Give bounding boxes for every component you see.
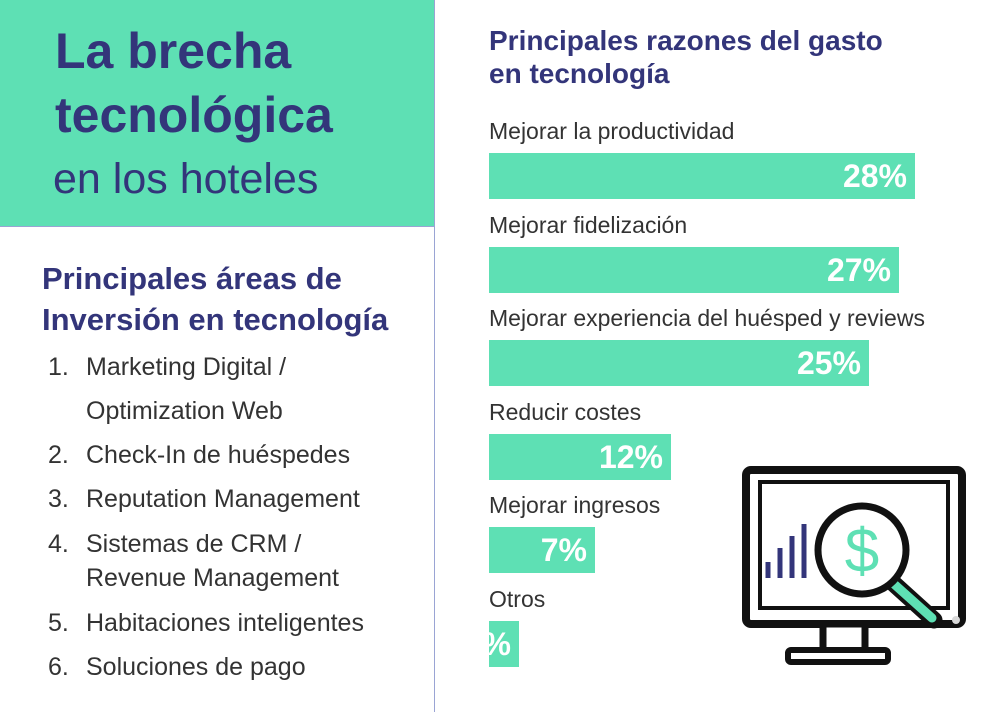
monitor-analytics-dollar-magnifier-icon: $ (742, 466, 966, 665)
item-text: Check-In de huéspedes (86, 441, 351, 469)
vertical-divider (434, 0, 435, 712)
bar: 27% (489, 246, 899, 293)
bar: 12% (489, 433, 671, 480)
chart-title-line-1: Principales razones del gasto (489, 25, 883, 56)
chart-title: Principales razones del gasto en tecnolo… (489, 24, 883, 90)
areas-list-item: 3. Reputation Management (48, 482, 360, 516)
areas-heading-line-2: Inversión en tecnología (42, 302, 389, 337)
item-text: Soluciones de pago (86, 653, 306, 681)
bar: 25% (489, 340, 869, 387)
item-text: Habitaciones inteligentes (86, 609, 364, 637)
areas-list-item: 1. Marketing Digital / (48, 350, 286, 384)
item-text: Marketing Digital / (86, 353, 287, 381)
item-text: Reputation Management (86, 485, 360, 513)
bar-value-label: 28% (842, 158, 907, 194)
bar-category-label: Mejorar ingresos (489, 492, 661, 519)
bar-category-label: Mejorar fidelización (489, 211, 688, 238)
bar-category-label: Reducir costes (489, 398, 642, 425)
bar-value-label: 12% (598, 438, 663, 475)
title-line-2: tecnológica (55, 87, 333, 143)
title-panel: La brecha tecnológica en los hoteles (0, 0, 435, 226)
bar-value-label: 25% (796, 345, 861, 382)
areas-list-item: 4. Sistemas de CRM / (48, 527, 301, 561)
item-text: Revenue Management (86, 564, 339, 592)
bar-value-label: 7% (540, 532, 587, 569)
areas-list-item: 6. Soluciones de pago (48, 650, 306, 684)
areas-heading-line-1: Principales áreas de (42, 261, 342, 296)
horizontal-divider (0, 226, 435, 227)
item-number: 3. (48, 485, 69, 513)
chart-title-line-2: en tecnología (489, 58, 670, 89)
areas-list-item: 5. Habitaciones inteligentes (48, 606, 364, 640)
title-line-1: La brecha (55, 23, 292, 79)
item-number: 2. (48, 441, 69, 469)
svg-text:$: $ (845, 517, 879, 586)
item-text: Sistemas de CRM / (86, 530, 302, 558)
title-line-3: en los hoteles (53, 155, 319, 203)
item-number: 4. (48, 530, 69, 558)
bar: 7% (489, 527, 595, 574)
areas-heading: Principales áreas de Inversión en tecnol… (42, 258, 388, 340)
item-number: 6. (48, 653, 69, 681)
bar-category-label: Otros (489, 586, 546, 612)
areas-list-item: 2. Check-In de huéspedes (48, 438, 350, 472)
bar: 2% (465, 621, 519, 667)
item-number: 5. (48, 609, 69, 637)
bar-value-label: 27% (826, 251, 891, 288)
bar-category-label: Mejorar experiencia del huésped y review… (489, 305, 925, 332)
item-text: Optimization Web (86, 397, 283, 425)
areas-list-item-continued: Revenue Management (86, 561, 339, 595)
bar: 28% (489, 153, 915, 199)
areas-list-item-continued: Optimization Web (86, 394, 283, 428)
item-number: 1. (48, 353, 69, 381)
bar-category-label: Mejorar la productividad (489, 118, 735, 144)
bar-value-label: 2% (464, 626, 511, 662)
